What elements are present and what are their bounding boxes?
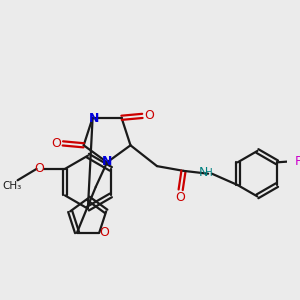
- Text: O: O: [51, 137, 61, 150]
- Text: N: N: [88, 112, 99, 125]
- Text: N: N: [102, 155, 112, 168]
- Text: O: O: [99, 226, 109, 239]
- Text: H: H: [205, 168, 213, 178]
- Text: O: O: [144, 110, 154, 122]
- Text: N: N: [199, 166, 208, 179]
- Text: CH₃: CH₃: [2, 181, 22, 191]
- Text: O: O: [34, 162, 44, 176]
- Text: O: O: [175, 191, 185, 204]
- Text: F: F: [294, 155, 300, 168]
